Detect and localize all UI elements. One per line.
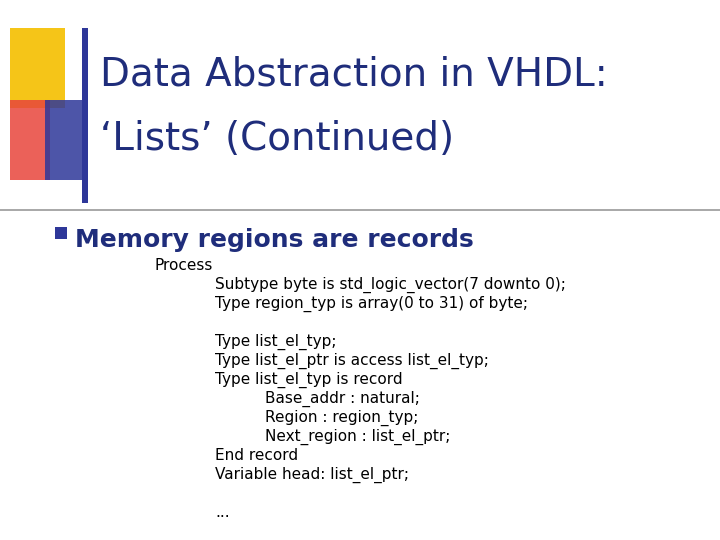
Text: Type list_el_ptr is access list_el_typ;: Type list_el_ptr is access list_el_typ;	[215, 353, 489, 369]
Bar	[10, 100, 50, 180]
Text: Subtype byte is std_logic_vector(7 downto 0);: Subtype byte is std_logic_vector(7 downt…	[215, 277, 566, 293]
Bar	[55, 227, 67, 239]
Text: ‘Lists’ (Continued): ‘Lists’ (Continued)	[100, 120, 454, 158]
Text: Data Abstraction in VHDL:: Data Abstraction in VHDL:	[100, 55, 608, 93]
Bar	[82, 28, 88, 203]
Text: Type region_typ is array(0 to 31) of byte;: Type region_typ is array(0 to 31) of byt…	[215, 296, 528, 312]
Bar	[45, 100, 85, 180]
Text: Next_region : list_el_ptr;: Next_region : list_el_ptr;	[265, 429, 451, 445]
Text: End record: End record	[215, 448, 298, 463]
Text: Type list_el_typ;: Type list_el_typ;	[215, 334, 336, 350]
Text: Process: Process	[155, 258, 213, 273]
Text: Type list_el_typ is record: Type list_el_typ is record	[215, 372, 402, 388]
Text: ...: ...	[215, 505, 230, 520]
Text: Base_addr : natural;: Base_addr : natural;	[265, 391, 420, 407]
Text: Memory regions are records: Memory regions are records	[75, 228, 474, 252]
Bar	[10, 28, 65, 108]
Text: Region : region_typ;: Region : region_typ;	[265, 410, 418, 426]
Text: Variable head: list_el_ptr;: Variable head: list_el_ptr;	[215, 467, 409, 483]
